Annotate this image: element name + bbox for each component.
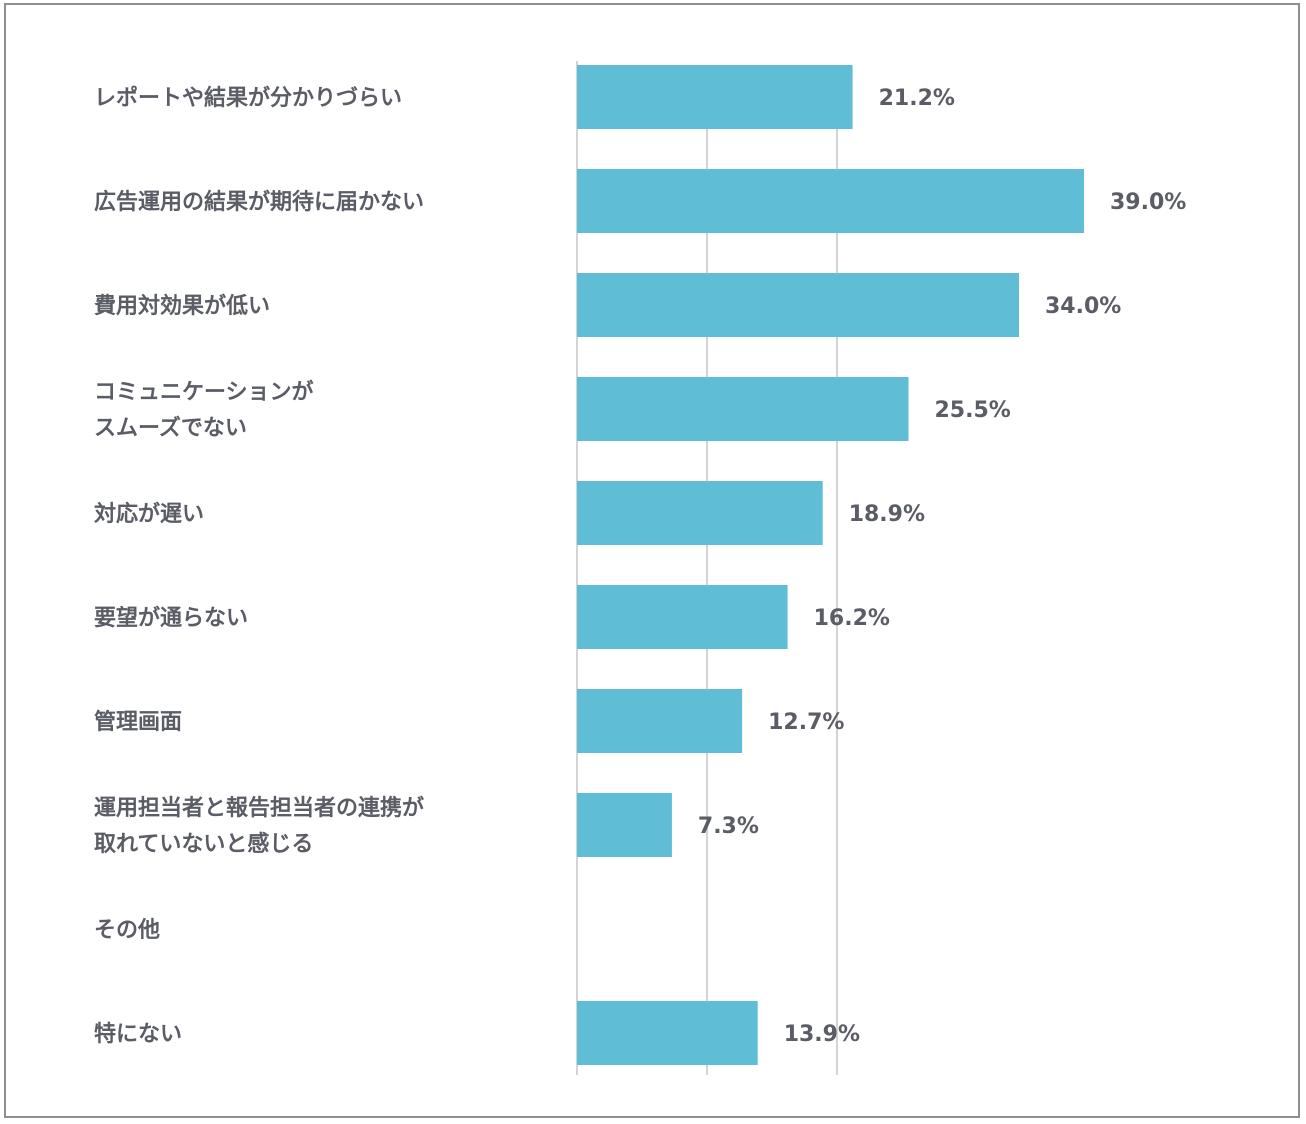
category-label: コミュニケーションがスムーズでない — [94, 379, 314, 441]
bar — [577, 481, 823, 545]
category-label: 運用担当者と報告担当者の連携が取れていないと感じる — [94, 795, 424, 857]
bar — [577, 793, 672, 857]
category-label: 対応が遅い — [94, 501, 204, 527]
value-label: 13.9% — [784, 1022, 860, 1047]
category-labels: レポートや結果が分かりづらい広告運用の結果が期待に届かない費用対効果が低いコミュ… — [94, 85, 424, 1047]
bar — [577, 169, 1084, 233]
bar — [577, 65, 853, 129]
value-label: 21.2% — [879, 86, 955, 111]
category-label: 管理画面 — [94, 709, 182, 735]
value-label: 39.0% — [1110, 190, 1186, 215]
bar — [577, 377, 909, 441]
bar-chart: レポートや結果が分かりづらい広告運用の結果が期待に届かない費用対効果が低いコミュ… — [94, 61, 1186, 1075]
category-label: 要望が通らない — [94, 605, 248, 631]
value-label: 18.9% — [849, 502, 925, 527]
category-label: その他 — [94, 918, 160, 943]
chart-frame: レポートや結果が分かりづらい 広告運用の結果が期待に届かない 費用対効果が低いコミュ… — [4, 3, 1300, 1118]
value-label: 34.0% — [1045, 294, 1121, 319]
category-label: 広告運用の結果が期待に届かない — [94, 189, 424, 215]
category-label: 費用対効果が低い — [94, 293, 270, 319]
bar — [577, 689, 743, 753]
category-label: 特にない — [94, 1021, 182, 1047]
category-label: レポートや結果が分かりづらい — [94, 85, 402, 111]
value-labels: 21.2% 39.0% 34.0% 25.5% 18.9% 16.2% 12.7% 7.3% 1… — [698, 86, 1186, 1047]
value-label: 7.3% — [698, 814, 759, 839]
bar — [577, 585, 788, 649]
value-label: 16.2% — [814, 606, 890, 631]
bar — [577, 1001, 758, 1065]
value-label: 12.7% — [768, 710, 844, 735]
value-label: 25.5% — [935, 398, 1011, 423]
bar — [577, 273, 1019, 337]
bars — [577, 65, 1084, 1065]
